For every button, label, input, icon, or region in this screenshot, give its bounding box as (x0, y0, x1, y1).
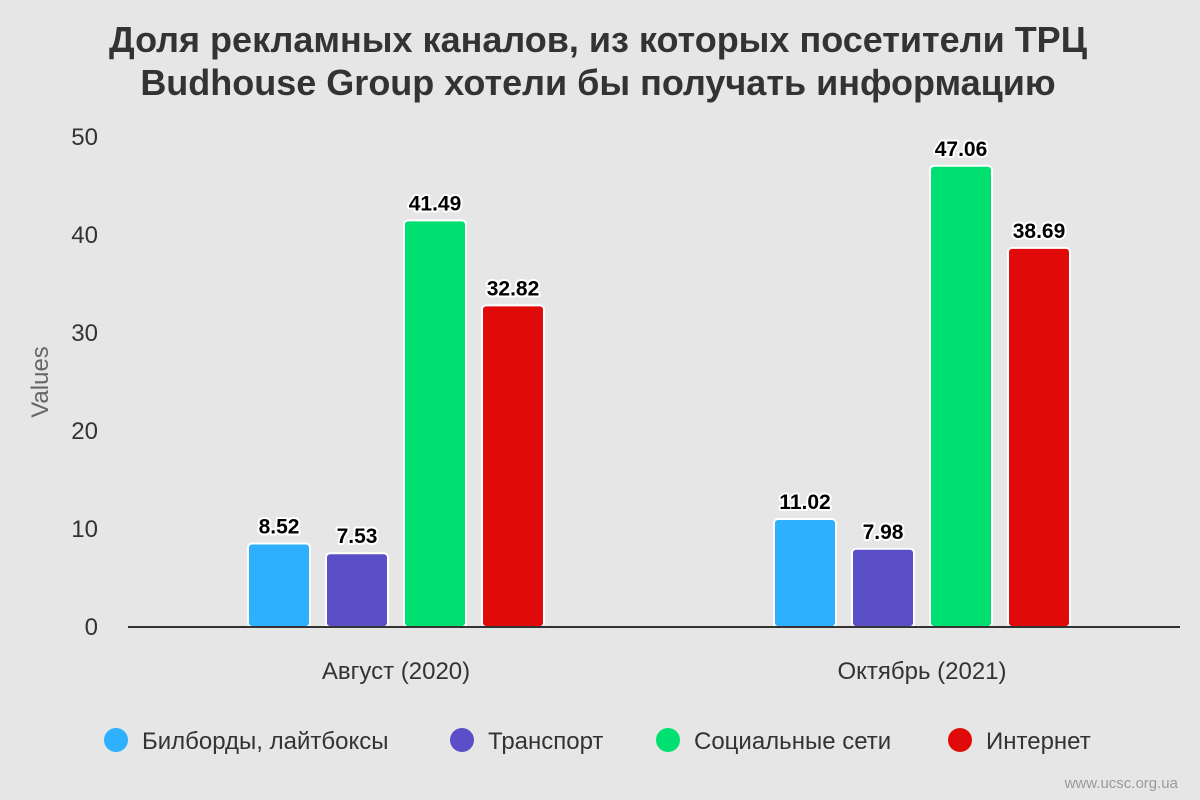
legend-item: Социальные сети (656, 728, 891, 755)
bar (773, 518, 837, 629)
legend: Билборды, лайтбоксы Транспорт Социальные с… (104, 728, 1091, 755)
bar-value-label: 41.49 (409, 192, 462, 215)
data-labels: 8.52 7.53 41.49 32.82 11.02 7.98 47.06 38.69 (257, 136, 1068, 550)
y-axis-label: Values (27, 346, 54, 418)
chart-title-line-1: Доля рекламных каналов, из которых посет… (109, 19, 1088, 60)
bar (481, 304, 545, 628)
bar (851, 547, 915, 629)
bar-value-label: 7.98 (863, 521, 904, 544)
legend-marker (948, 728, 972, 752)
bar-value-label: 47.06 (935, 138, 988, 161)
y-tick-label: 0 (85, 614, 98, 641)
bar-value-label: 11.02 (779, 491, 830, 514)
legend-item: Билборды, лайтбоксы (104, 728, 389, 755)
bar-value-label: 38.69 (1013, 220, 1066, 243)
bar (1007, 246, 1071, 628)
x-category-label: Август (2020) (322, 658, 470, 685)
bar-value-label: 32.82 (487, 277, 540, 300)
chart-title: Доля рекламных каналов, из которых посет… (109, 19, 1088, 103)
bar-value-label: 7.53 (337, 525, 378, 548)
legend-label: Интернет (986, 728, 1091, 755)
y-tick-label: 40 (71, 222, 98, 249)
bar (247, 542, 311, 629)
bars (247, 164, 1071, 629)
legend-marker (656, 728, 680, 752)
legend-marker (104, 728, 128, 752)
y-tick-label: 50 (71, 124, 98, 151)
legend-marker (450, 728, 474, 752)
x-axis-categories: Август (2020) Октябрь (2021) (322, 658, 1007, 685)
bar (325, 552, 389, 628)
x-category-label: Октябрь (2021) (837, 658, 1006, 685)
y-axis-ticks: 0 10 20 30 40 50 (71, 124, 98, 641)
chart-title-line-2: Budhouse Group хотели бы получать информ… (140, 62, 1055, 103)
legend-label: Билборды, лайтбоксы (142, 728, 389, 755)
legend-item: Транспорт (450, 728, 603, 755)
bar (929, 164, 993, 628)
y-tick-label: 10 (71, 516, 98, 543)
bar-value-label: 8.52 (259, 516, 300, 539)
bar (403, 219, 467, 628)
watermark: www.ucsc.org.ua (1064, 775, 1179, 792)
legend-label: Социальные сети (694, 728, 891, 755)
legend-item: Интернет (948, 728, 1091, 755)
y-tick-label: 30 (71, 320, 98, 347)
y-tick-label: 20 (71, 418, 98, 445)
legend-label: Транспорт (488, 728, 603, 755)
